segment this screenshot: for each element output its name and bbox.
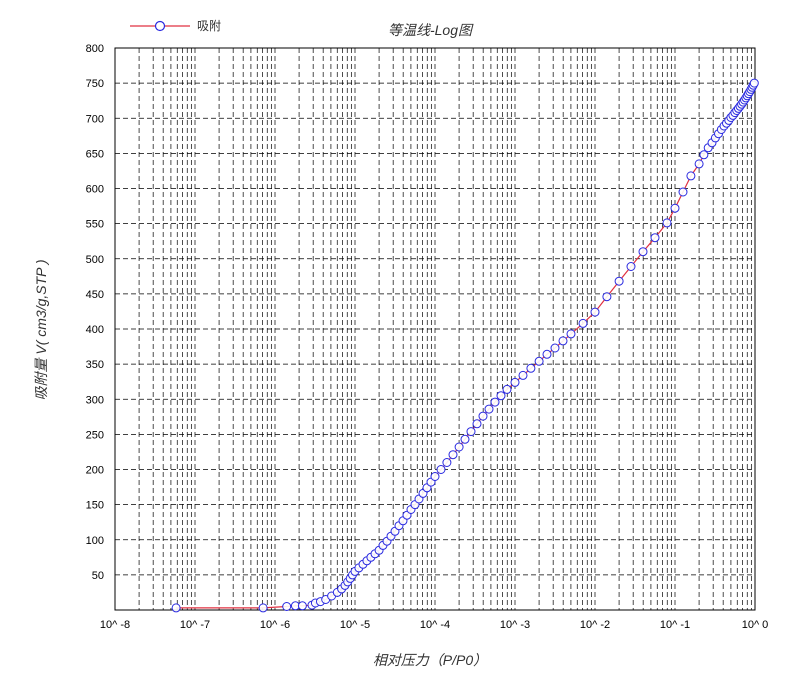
data-point xyxy=(478,411,488,421)
data-point xyxy=(638,247,648,257)
y-axis-label: 吸附量 V( cm3/g,STP ) xyxy=(33,259,49,400)
data-point xyxy=(526,363,536,373)
plot-frame xyxy=(114,47,756,611)
data-point xyxy=(749,78,759,88)
data-point xyxy=(550,343,560,353)
x-tick-label: 10^ -3 xyxy=(500,619,530,631)
data-point xyxy=(496,391,506,401)
data-point xyxy=(590,307,600,317)
data-point xyxy=(510,377,520,387)
y-tick-label: 450 xyxy=(86,289,104,301)
data-point xyxy=(678,187,688,197)
data-point xyxy=(614,276,624,286)
x-axis-label: 相对压力（P/P0） xyxy=(373,652,487,668)
y-tick-label: 50 xyxy=(92,570,104,582)
y-tick-label: 100 xyxy=(86,535,104,547)
data-point xyxy=(460,434,470,444)
y-tick-label: 600 xyxy=(86,184,104,196)
data-point xyxy=(699,150,709,160)
y-tick-label: 650 xyxy=(86,148,104,160)
grid xyxy=(115,48,755,610)
data-point xyxy=(602,292,612,302)
y-tick-label: 250 xyxy=(86,429,104,441)
data-point xyxy=(490,397,500,407)
y-tick-label: 700 xyxy=(86,113,104,125)
data-point xyxy=(626,262,636,271)
x-tick-label: 10^ -8 xyxy=(100,619,130,631)
x-axis-ticks: 10^ -8 10^ -7 10^ -6 10^ -5 10^ -4 10^ -3 10^ … xyxy=(100,619,768,631)
data-point xyxy=(454,442,464,452)
x-tick-label: 10^ -6 xyxy=(260,619,290,631)
x-tick-label: 10^ -7 xyxy=(180,619,210,631)
data-point xyxy=(282,602,292,611)
legend-label: 吸附 xyxy=(197,19,221,33)
legend: 吸附 xyxy=(130,19,221,33)
data-point xyxy=(670,203,680,213)
data-point xyxy=(534,356,544,366)
x-tick-label: 10^ -5 xyxy=(340,619,370,631)
x-tick-label: 10^ -1 xyxy=(660,619,690,631)
y-tick-label: 200 xyxy=(86,465,104,477)
legend-marker xyxy=(154,20,166,32)
data-point xyxy=(650,233,660,243)
x-tick-label: 10^ 0 xyxy=(742,619,769,631)
y-tick-label: 750 xyxy=(86,78,104,90)
data-point xyxy=(258,603,268,613)
y-tick-label: 350 xyxy=(86,359,104,371)
y-tick-label: 500 xyxy=(86,254,104,266)
data-point xyxy=(518,370,528,380)
data-point xyxy=(430,472,440,481)
data-point xyxy=(436,465,446,474)
data-point xyxy=(442,458,452,467)
y-tick-label: 300 xyxy=(86,394,104,406)
y-tick-label: 550 xyxy=(86,219,104,231)
y-tick-label: 150 xyxy=(86,500,104,512)
data-point xyxy=(502,384,512,394)
data-point xyxy=(484,404,494,414)
data-point xyxy=(466,427,476,437)
data-point xyxy=(171,603,181,613)
data-point xyxy=(694,159,704,169)
data-point xyxy=(578,318,588,328)
data-point xyxy=(448,450,458,460)
data-point xyxy=(558,336,568,346)
y-tick-label: 400 xyxy=(86,324,104,336)
series-points xyxy=(171,78,759,613)
data-point xyxy=(662,218,672,228)
data-point xyxy=(542,349,552,359)
data-point xyxy=(566,329,576,339)
x-tick-label: 10^ -4 xyxy=(420,619,450,631)
chart-title: 等温线-Log图 xyxy=(388,22,474,38)
y-tick-label: 800 xyxy=(86,43,104,55)
data-point xyxy=(686,171,696,181)
y-axis-ticks: 50 100 150 200 250 300 350 400 450 500 550 600 650 70… xyxy=(86,43,104,582)
data-point xyxy=(472,419,482,429)
data-point xyxy=(297,601,307,611)
x-tick-label: 10^ -2 xyxy=(580,619,610,631)
